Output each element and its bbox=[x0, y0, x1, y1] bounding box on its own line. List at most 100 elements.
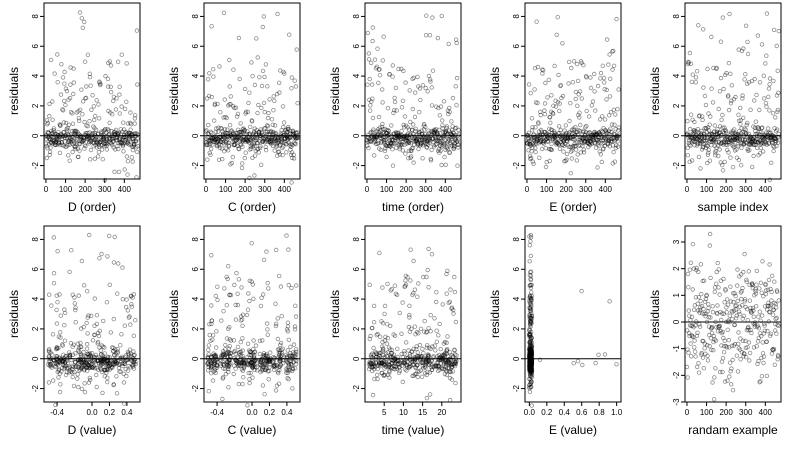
data-point bbox=[525, 141, 530, 146]
data-point bbox=[395, 130, 400, 135]
data-point bbox=[555, 140, 561, 146]
data-point bbox=[221, 309, 226, 314]
data-point bbox=[209, 253, 214, 258]
data-point bbox=[132, 121, 137, 126]
data-point bbox=[698, 262, 704, 267]
data-point bbox=[595, 165, 600, 170]
plot-frame bbox=[684, 2, 782, 180]
data-point bbox=[561, 143, 567, 148]
data-point bbox=[552, 129, 557, 134]
data-point bbox=[580, 362, 585, 368]
data-point bbox=[690, 287, 695, 292]
data-point bbox=[720, 369, 725, 375]
data-point bbox=[579, 139, 584, 144]
data-point bbox=[97, 139, 103, 145]
data-point bbox=[72, 130, 77, 135]
data-point bbox=[541, 138, 546, 143]
data-point bbox=[432, 128, 437, 134]
data-point bbox=[571, 134, 576, 139]
data-point bbox=[230, 154, 235, 160]
data-point bbox=[420, 83, 426, 88]
data-point bbox=[560, 138, 565, 143]
data-point bbox=[558, 83, 564, 88]
data-point bbox=[219, 126, 224, 131]
data-point bbox=[544, 130, 549, 136]
plot-frame bbox=[364, 225, 462, 403]
data-point bbox=[60, 134, 65, 139]
data-point bbox=[420, 346, 425, 352]
y-tick-label: 2 bbox=[352, 103, 361, 108]
data-point bbox=[386, 143, 392, 148]
data-point bbox=[539, 138, 544, 144]
data-point bbox=[120, 137, 125, 143]
data-point bbox=[690, 241, 696, 247]
data-point bbox=[425, 142, 431, 148]
data-point bbox=[107, 137, 113, 142]
data-point bbox=[134, 145, 139, 150]
data-point bbox=[581, 135, 586, 141]
y-axis-label: residuals bbox=[648, 67, 662, 115]
data-point bbox=[131, 349, 136, 354]
data-point bbox=[207, 138, 213, 143]
x-tick-label: 200 bbox=[559, 185, 573, 194]
data-point bbox=[591, 135, 596, 141]
data-point bbox=[607, 94, 613, 99]
data-point bbox=[265, 115, 271, 121]
data-point bbox=[217, 64, 222, 69]
data-point bbox=[205, 131, 211, 136]
data-point bbox=[433, 142, 438, 147]
data-point bbox=[76, 293, 81, 298]
x-tick-label: 400 bbox=[759, 185, 773, 194]
data-point bbox=[105, 254, 110, 259]
data-point bbox=[750, 164, 755, 170]
data-point bbox=[380, 121, 385, 127]
x-tick-label: 0.4 bbox=[559, 408, 571, 417]
data-point bbox=[541, 68, 546, 73]
data-point bbox=[582, 139, 588, 144]
data-point bbox=[214, 126, 219, 131]
y-axis-label: residuals bbox=[167, 290, 181, 338]
data-point bbox=[406, 155, 411, 161]
data-point bbox=[266, 286, 271, 291]
data-point bbox=[588, 75, 593, 80]
data-point bbox=[448, 140, 453, 146]
data-point bbox=[584, 136, 590, 141]
data-point bbox=[230, 104, 236, 109]
data-point bbox=[414, 138, 420, 143]
data-point bbox=[387, 138, 392, 143]
data-point bbox=[424, 144, 429, 150]
data-point bbox=[576, 128, 581, 133]
data-point bbox=[394, 136, 400, 141]
data-point bbox=[407, 140, 412, 145]
data-point bbox=[569, 65, 574, 71]
data-point bbox=[72, 132, 77, 137]
data-point bbox=[543, 164, 549, 170]
data-point bbox=[570, 148, 575, 153]
data-point bbox=[685, 375, 690, 380]
data-point bbox=[734, 155, 740, 160]
data-point bbox=[94, 134, 100, 139]
data-point bbox=[257, 74, 262, 80]
data-point bbox=[707, 231, 713, 237]
data-point bbox=[763, 291, 769, 297]
data-point bbox=[567, 130, 572, 135]
data-point bbox=[378, 128, 383, 133]
data-point bbox=[240, 382, 245, 387]
data-point bbox=[417, 109, 422, 115]
data-point bbox=[77, 141, 82, 146]
data-point bbox=[577, 137, 583, 143]
data-point bbox=[538, 112, 543, 118]
data-point bbox=[104, 379, 110, 385]
data-point bbox=[455, 163, 460, 168]
data-point bbox=[372, 153, 377, 158]
data-point bbox=[286, 140, 291, 145]
data-point bbox=[91, 140, 97, 146]
data-point bbox=[110, 139, 116, 144]
data-point bbox=[242, 155, 247, 161]
data-point bbox=[542, 108, 547, 113]
data-point bbox=[128, 322, 133, 327]
data-point bbox=[585, 140, 591, 145]
data-point bbox=[109, 136, 115, 141]
